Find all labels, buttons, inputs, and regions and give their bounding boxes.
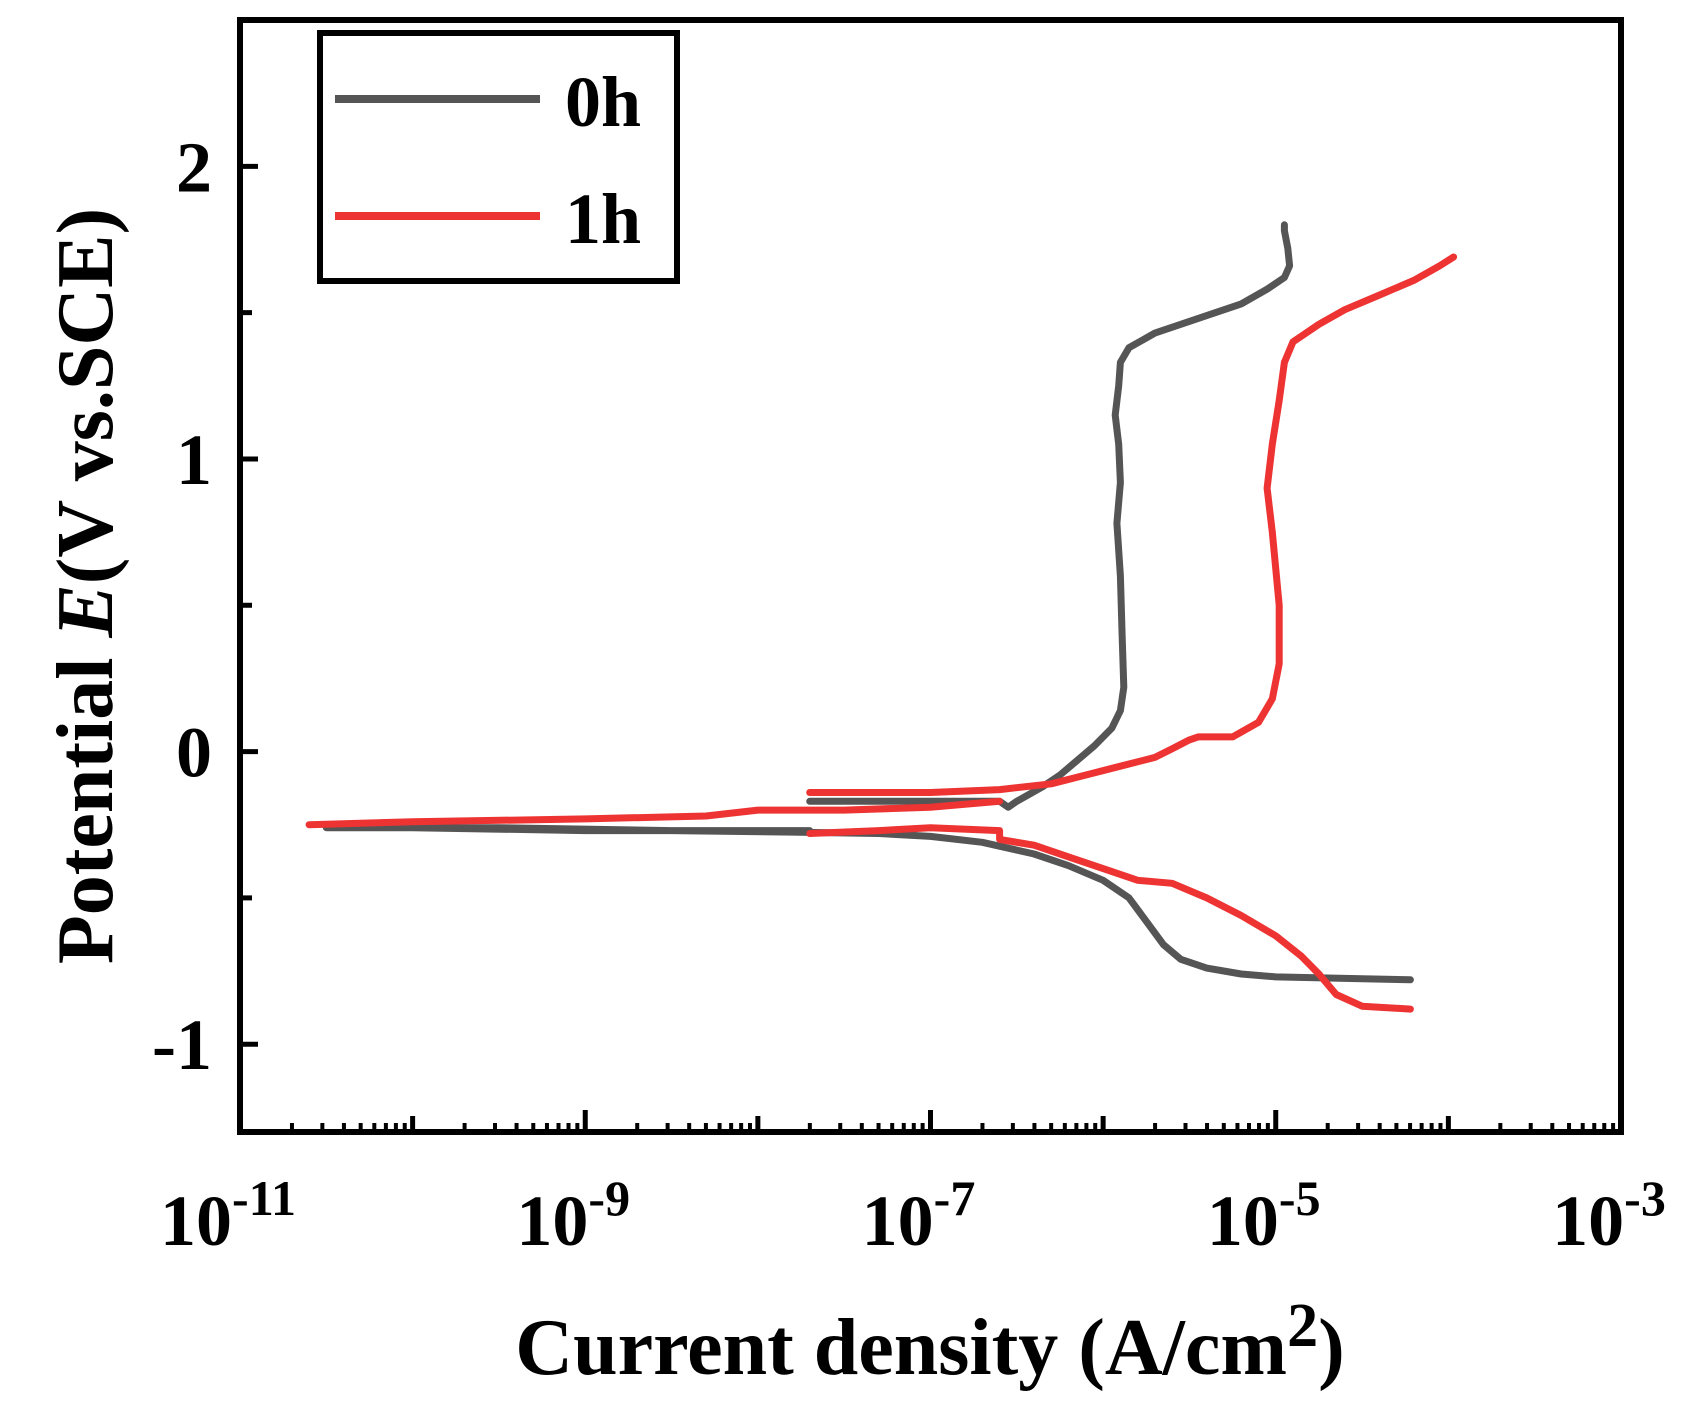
x-tick-label: 10-7 bbox=[862, 1170, 976, 1261]
legend-box bbox=[317, 30, 680, 284]
legend-label-0h: 0h bbox=[565, 62, 641, 142]
x-axis-title-close: ) bbox=[1318, 1304, 1345, 1392]
x-tick-label: 10-9 bbox=[516, 1170, 630, 1261]
series-line-1h-branch-2 bbox=[305, 797, 1004, 829]
legend: 0h 1h bbox=[317, 30, 680, 284]
y-tick-label: 1 bbox=[176, 420, 212, 500]
x-axis-title-main: Current density (A/cm bbox=[515, 1304, 1287, 1392]
legend-label-1h: 1h bbox=[565, 179, 641, 259]
series-line-1h-branch-0 bbox=[806, 824, 1414, 1013]
x-axis-title: Current density (A/cm2) bbox=[515, 1292, 1344, 1392]
series-line-0h-branch-1 bbox=[806, 221, 1294, 811]
y-tick-labels: -1 0 1 2 bbox=[152, 127, 212, 1085]
y-tick-label: 2 bbox=[176, 127, 212, 207]
series-line-1h-branch-1 bbox=[806, 253, 1458, 796]
y-axis-title: Potential E(V vs.SCE) bbox=[42, 208, 130, 964]
x-axis-title-sup: 2 bbox=[1287, 1292, 1318, 1360]
series-curves bbox=[305, 221, 1458, 1013]
x-tick-label: 10-5 bbox=[1207, 1170, 1321, 1261]
series-line-0h-branch-0 bbox=[322, 824, 1414, 984]
x-tick-label: 10-11 bbox=[160, 1170, 296, 1261]
y-axis-title-before: Potential bbox=[42, 638, 130, 965]
axis-ticks bbox=[237, 163, 1624, 1132]
x-tick-label: 10-3 bbox=[1552, 1170, 1666, 1261]
y-tick-label: -1 bbox=[152, 1005, 212, 1085]
y-axis-title-italic: E bbox=[42, 584, 130, 638]
y-axis-title-after: (V vs.SCE) bbox=[42, 208, 130, 584]
y-tick-label: 0 bbox=[176, 713, 212, 793]
x-tick-labels: 10-11 10-9 10-7 10-5 10-3 bbox=[160, 1170, 1666, 1261]
